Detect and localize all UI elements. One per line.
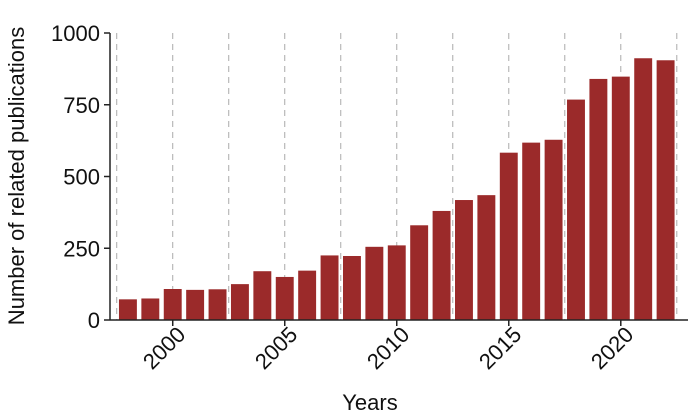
- bar: [186, 289, 205, 320]
- y-axis-label: Number of related publications: [4, 27, 29, 325]
- bar: [320, 255, 339, 320]
- bar: [275, 276, 294, 320]
- x-tick-label: 2000: [138, 322, 190, 374]
- bar: [208, 289, 227, 320]
- bar: [611, 76, 630, 321]
- bar: [342, 255, 361, 320]
- bar: [589, 78, 608, 320]
- bar: [118, 299, 137, 320]
- bar: [522, 142, 541, 320]
- bar: [163, 289, 182, 320]
- bar: [253, 271, 272, 320]
- bar: [499, 152, 518, 320]
- x-axis-label: Years: [342, 390, 397, 415]
- bar: [365, 246, 384, 320]
- x-tick-label: 2005: [250, 322, 302, 374]
- bar: [141, 298, 160, 320]
- bar: [230, 284, 249, 320]
- bar: [298, 270, 317, 320]
- y-tick-label: 750: [63, 93, 100, 118]
- bar: [455, 200, 473, 320]
- bar: [387, 245, 406, 320]
- bar: [410, 225, 429, 320]
- y-tick-label: 250: [63, 236, 100, 261]
- x-tick-label: 2015: [474, 322, 526, 374]
- y-tick-label: 500: [63, 165, 100, 190]
- bar: [656, 60, 675, 320]
- bar: [477, 195, 496, 320]
- bar: [567, 99, 585, 320]
- x-tick-label: 2010: [362, 322, 414, 374]
- y-tick-label: 0: [88, 308, 100, 333]
- bar: [432, 210, 451, 320]
- bar: [634, 58, 653, 320]
- y-tick-label: 1000: [51, 21, 100, 46]
- bar: [544, 139, 563, 320]
- x-tick-label: 2020: [586, 322, 638, 374]
